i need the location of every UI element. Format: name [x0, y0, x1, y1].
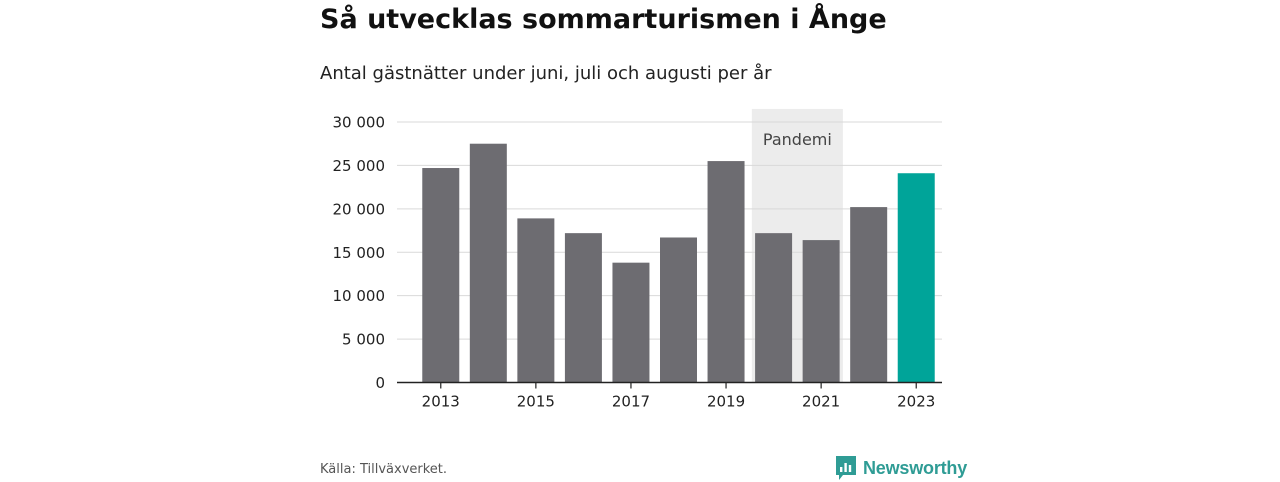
y-tick-label: 10 000 [333, 287, 386, 305]
x-tick-label: 2015 [517, 393, 555, 411]
bar-2014 [469, 143, 507, 383]
bar-2018 [660, 237, 697, 383]
bar-2015 [517, 218, 555, 383]
y-tick-label: 15 000 [333, 244, 386, 262]
bar-2020 [755, 233, 793, 383]
source-note: Källa: Tillväxverket. [320, 462, 448, 477]
y-tick-label: 20 000 [333, 200, 386, 218]
x-tick-label: 2019 [707, 393, 745, 411]
bar-2021 [802, 240, 840, 383]
annotation-label: Pandemi [763, 130, 832, 149]
bar-2019 [707, 161, 745, 383]
brand-name: Newsworthy [863, 457, 968, 478]
chart-title: Så utvecklas sommarturismen i Ånge [320, 4, 887, 35]
y-tick-label: 5 000 [342, 331, 385, 349]
x-tick-label: 2023 [897, 393, 935, 411]
brand-logo[interactable]: Newsworthy [835, 454, 967, 482]
bar-2023 [897, 173, 935, 383]
bar-2022 [850, 207, 888, 383]
y-tick-label: 0 [375, 374, 385, 392]
x-tick-label: 2013 [422, 393, 460, 411]
bar-2016 [564, 233, 602, 383]
x-tick-label: 2021 [802, 393, 840, 411]
bar-2013 [422, 168, 460, 383]
y-tick-label: 25 000 [333, 157, 386, 175]
x-tick-label: 2017 [612, 393, 650, 411]
bar-2017 [612, 262, 650, 383]
newsworthy-logo-icon [836, 456, 856, 480]
chart-subtitle: Antal gästnätter under juni, juli och au… [320, 63, 772, 84]
y-tick-label: 30 000 [333, 114, 386, 132]
